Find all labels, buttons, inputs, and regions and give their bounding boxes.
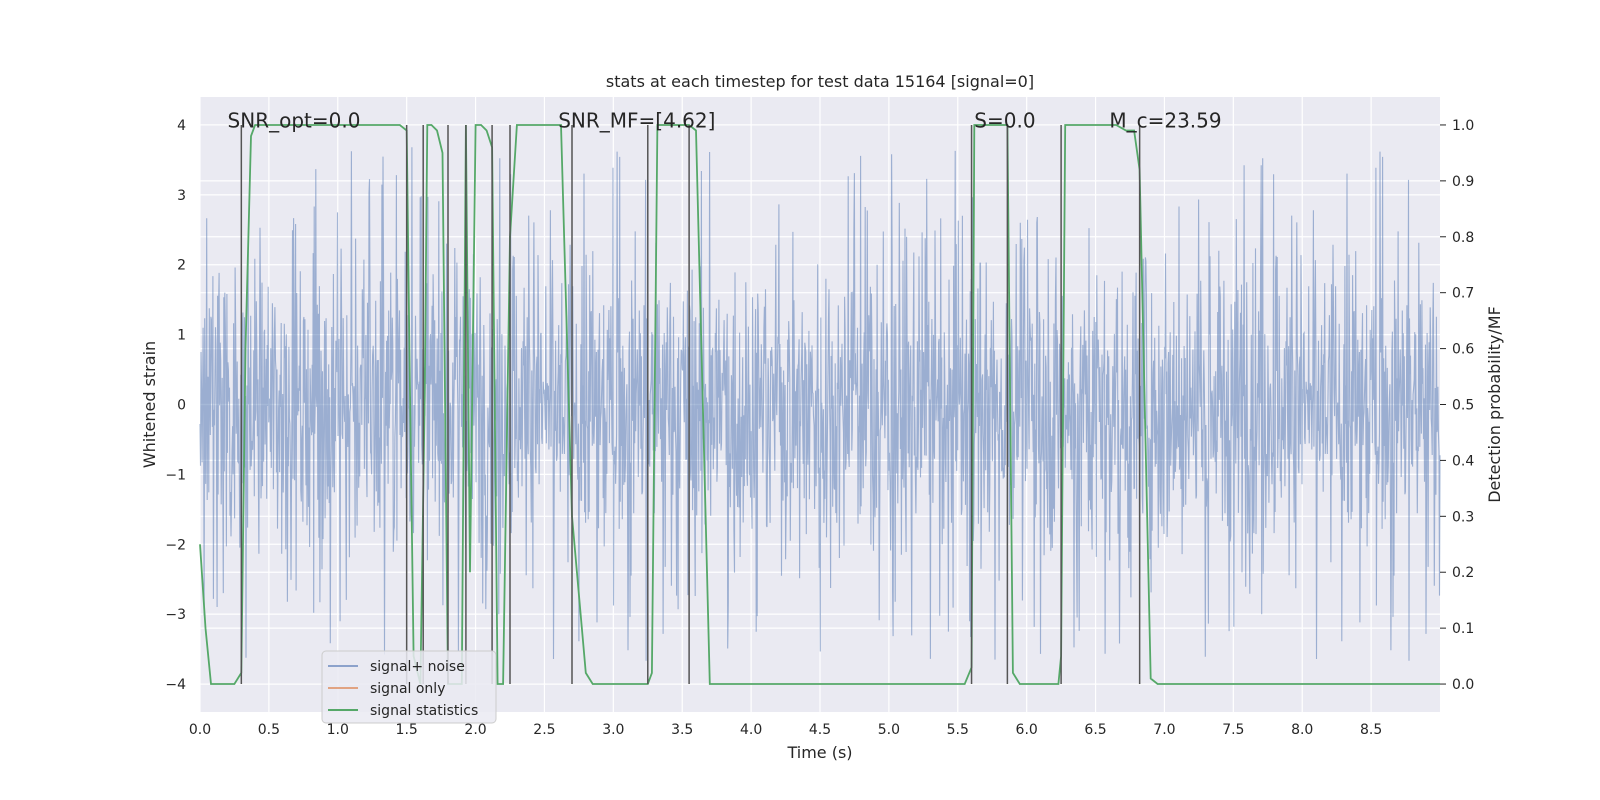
annotation: SNR_opt=0.0 [228, 108, 361, 132]
y-right-tick-label: 0.6 [1452, 342, 1474, 358]
x-tick-label: 2.0 [464, 722, 486, 738]
y-right-tick-label: 0.8 [1452, 230, 1474, 246]
y-right-tick-label: 0.2 [1452, 565, 1474, 581]
y-right-tick-label: 0.4 [1452, 453, 1474, 469]
chart-title: stats at each timestep for test data 151… [606, 72, 1034, 91]
x-tick-label: 1.0 [327, 722, 349, 738]
legend-entry: signal+ noise [370, 659, 465, 675]
annotation: M_c=23.59 [1109, 108, 1221, 132]
vlines-group [240, 124, 1141, 685]
axes: 0.0 0.5 1.0 1.5 2.0 2.5 3.0 3.5 4.0 4.5 5.0 5.5 6.0 6… [140, 72, 1504, 762]
y-right-tick-label: 0.3 [1452, 509, 1474, 525]
legend-entry: signal statistics [370, 703, 478, 719]
x-tick-label: 6.0 [1016, 722, 1038, 738]
x-tick-label: 6.5 [1084, 722, 1106, 738]
x-tick-label: 3.5 [671, 722, 693, 738]
x-tick-label: 8.5 [1360, 722, 1382, 738]
legend-box [321, 650, 497, 724]
y-right-tick-label: 0.7 [1452, 286, 1474, 302]
y-right-tick-label: 0.1 [1452, 621, 1474, 637]
legend: signal+ noise signal only signal statistic… [321, 650, 497, 724]
y-right-tick-label: 1.0 [1452, 118, 1474, 134]
x-tick-label: 3.0 [602, 722, 624, 738]
x-tick-label: 8.0 [1291, 722, 1313, 738]
y-tick-label: −4 [165, 677, 186, 693]
x-tick-label: 7.5 [1222, 722, 1244, 738]
y-tick-label: −1 [165, 467, 186, 483]
y-tick-label: −3 [165, 607, 186, 623]
x-tick-label: 2.5 [533, 722, 555, 738]
y-tick-label: 1 [177, 328, 186, 344]
x-tick-label: 0.0 [189, 722, 211, 738]
y-tick-label: 0 [177, 398, 186, 414]
y-right-tick-label: 0.5 [1452, 398, 1474, 414]
x-tick-label: 4.0 [740, 722, 762, 738]
y-tick-label: 2 [177, 258, 186, 274]
annotations: SNR_opt=0.0 SNR_MF=[4.62] S=0.0 M_c=23.59 [228, 108, 1222, 132]
legend-entry: signal only [370, 681, 445, 697]
y-right-tick-label: 0.9 [1452, 174, 1474, 190]
x-axis-label: Time (s) [786, 743, 852, 762]
annotation: SNR_MF=[4.62] [558, 108, 715, 132]
y-right-axis-label: Detection probability/MF [1485, 306, 1504, 503]
x-tick-label: 5.5 [947, 722, 969, 738]
x-tick-label: 4.5 [809, 722, 831, 738]
x-tick-label: 1.5 [396, 722, 418, 738]
y-tick-label: −2 [165, 537, 186, 553]
x-tick-label: 5.0 [878, 722, 900, 738]
x-tick-label: 0.5 [258, 722, 280, 738]
x-tick-label: 7.0 [1153, 722, 1175, 738]
y-tick-label: 4 [177, 118, 186, 134]
y-axis-label: Whitened strain [140, 341, 159, 468]
annotation: S=0.0 [974, 108, 1035, 132]
y-tick-label: 3 [177, 188, 186, 204]
y-right-tick-label: 0.0 [1452, 677, 1474, 693]
